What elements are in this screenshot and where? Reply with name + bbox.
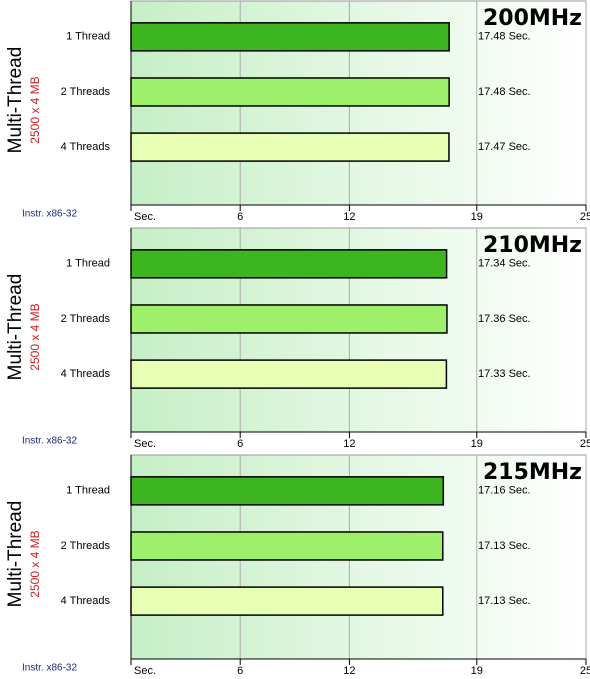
category-label: 2 Threads (61, 86, 111, 98)
bar (130, 132, 450, 162)
x-tick-label: Sec. (134, 211, 156, 223)
subtitle: 2500 x 4 MB (28, 530, 42, 597)
x-tick-label: 12 (343, 438, 355, 450)
bar (130, 249, 448, 279)
category-label: 1 Thread (66, 485, 110, 497)
x-tick-label: 19 (471, 211, 483, 223)
subtitle: 2500 x 4 MB (28, 76, 42, 143)
bar (130, 531, 444, 561)
value-label: 17.36 Sec. (478, 313, 531, 325)
x-tick-label: 6 (237, 665, 243, 677)
value-label: 17.34 Sec. (478, 258, 531, 270)
value-label: 17.16 Sec. (478, 485, 531, 497)
x-tick-label: Sec. (134, 665, 156, 677)
bar (130, 304, 448, 334)
value-label: 17.33 Sec. (478, 368, 531, 380)
category-label: 4 Threads (61, 595, 111, 607)
value-label: 17.13 Sec. (478, 595, 531, 607)
x-tick-label: 25 (580, 211, 590, 223)
value-label: 17.47 Sec. (478, 141, 531, 153)
x-tick-label: 25 (580, 438, 590, 450)
bar (130, 359, 448, 389)
value-label: 17.48 Sec. (478, 31, 531, 43)
axis-label: Multi-Thread (5, 274, 26, 381)
bar (130, 586, 444, 616)
category-label: 1 Thread (66, 258, 110, 270)
subtitle: 2500 x 4 MB (28, 303, 42, 370)
x-tick-label: 25 (580, 665, 590, 677)
x-tick-label: 12 (343, 211, 355, 223)
x-tick-label: Sec. (134, 438, 156, 450)
chart-title: 210MHz (483, 233, 582, 258)
bar (130, 476, 445, 506)
bar (130, 77, 450, 107)
chart-title: 200MHz (483, 6, 582, 31)
category-label: 2 Threads (61, 540, 111, 552)
x-tick-label: 19 (471, 438, 483, 450)
axis-label: Multi-Thread (5, 47, 26, 154)
axis-label: Multi-Thread (5, 501, 26, 608)
note: Instr. x86-32 (22, 436, 77, 447)
bar (130, 22, 450, 52)
chart-title: 215MHz (483, 460, 582, 485)
x-tick-label: 12 (343, 665, 355, 677)
x-tick-label: 6 (237, 438, 243, 450)
category-label: 4 Threads (61, 141, 111, 153)
value-label: 17.13 Sec. (478, 540, 531, 552)
category-label: 1 Thread (66, 31, 110, 43)
value-label: 17.48 Sec. (478, 86, 531, 98)
category-label: 4 Threads (61, 368, 111, 380)
x-tick-label: 6 (237, 211, 243, 223)
category-label: 2 Threads (61, 313, 111, 325)
note: Instr. x86-32 (22, 663, 77, 674)
note: Instr. x86-32 (22, 209, 77, 220)
x-tick-label: 19 (471, 665, 483, 677)
